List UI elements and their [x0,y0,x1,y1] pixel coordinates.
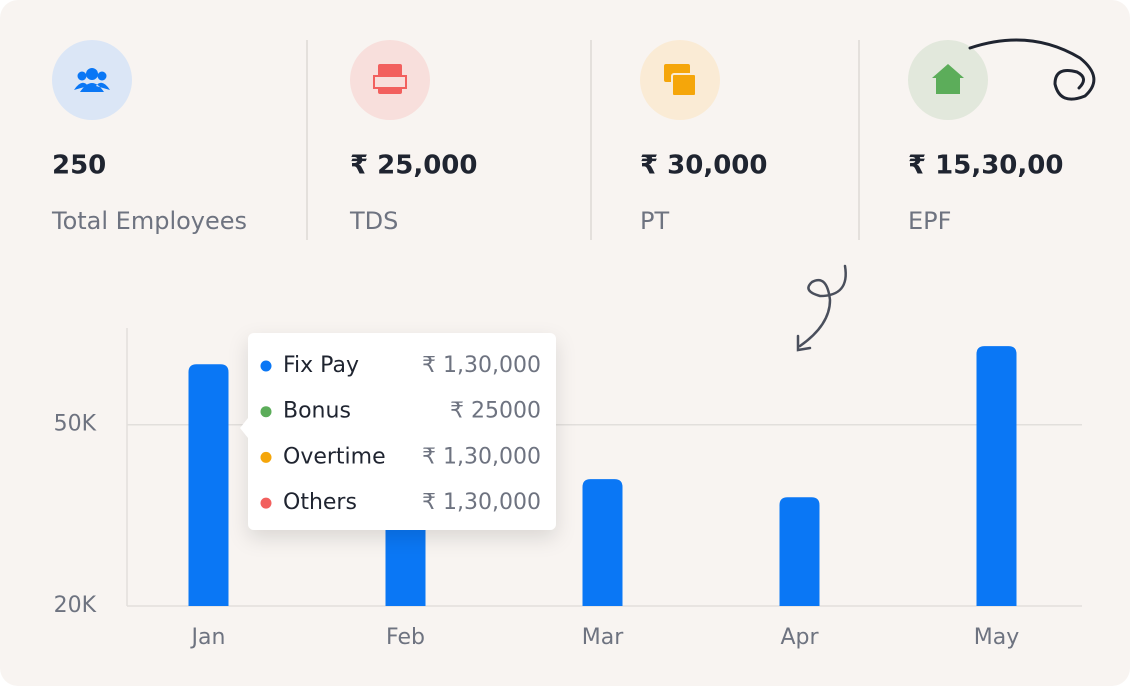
tooltip-name: Others [283,490,357,515]
x-tick-label: Apr [780,625,819,650]
tds-icon [350,40,430,120]
pt-icon [640,40,720,120]
stat-label: EPF [908,207,951,235]
bar [582,479,623,606]
dividers [306,40,860,240]
tooltip-value: ₹ 1,30,000 [422,444,541,469]
stat-label: PT [640,207,669,235]
bar [779,497,820,606]
epf-icon [908,40,988,120]
tooltip-name: Overtime [283,444,386,469]
tooltip-dot [260,360,272,372]
tooltip-value: ₹ 25000 [450,399,541,424]
bar [976,346,1017,606]
stat-value: 250 [52,151,106,181]
arrow-scribble [796,264,847,352]
x-tick-label: Jan [190,625,226,650]
bar [188,364,229,606]
stat-label: Total Employees [51,207,247,235]
tooltip-value: ₹ 1,30,000 [422,353,541,378]
tooltip-dot [260,406,272,418]
tooltip-name: Fix Pay [283,353,359,378]
employees-icon [52,40,132,120]
tooltip-value: ₹ 1,30,000 [422,490,541,515]
stat-label: TDS [349,207,398,235]
stat-value: ₹ 15,30,00 [908,151,1063,181]
tooltip-dot [260,497,272,509]
tooltip-dot [260,451,272,463]
stat-value: ₹ 30,000 [640,151,767,181]
x-tick-label: Mar [582,625,624,650]
stat-value: ₹ 25,000 [350,151,477,181]
y-tick-label: 50K [54,412,97,437]
tooltip-pointer [240,418,248,438]
x-tick-label: May [974,625,1019,650]
x-tick-label: Feb [386,625,425,650]
tooltip-box [248,333,556,530]
y-tick-label: 20K [54,593,97,618]
tooltip-name: Bonus [283,399,351,424]
scribble [968,38,1096,101]
tooltip [248,333,556,530]
